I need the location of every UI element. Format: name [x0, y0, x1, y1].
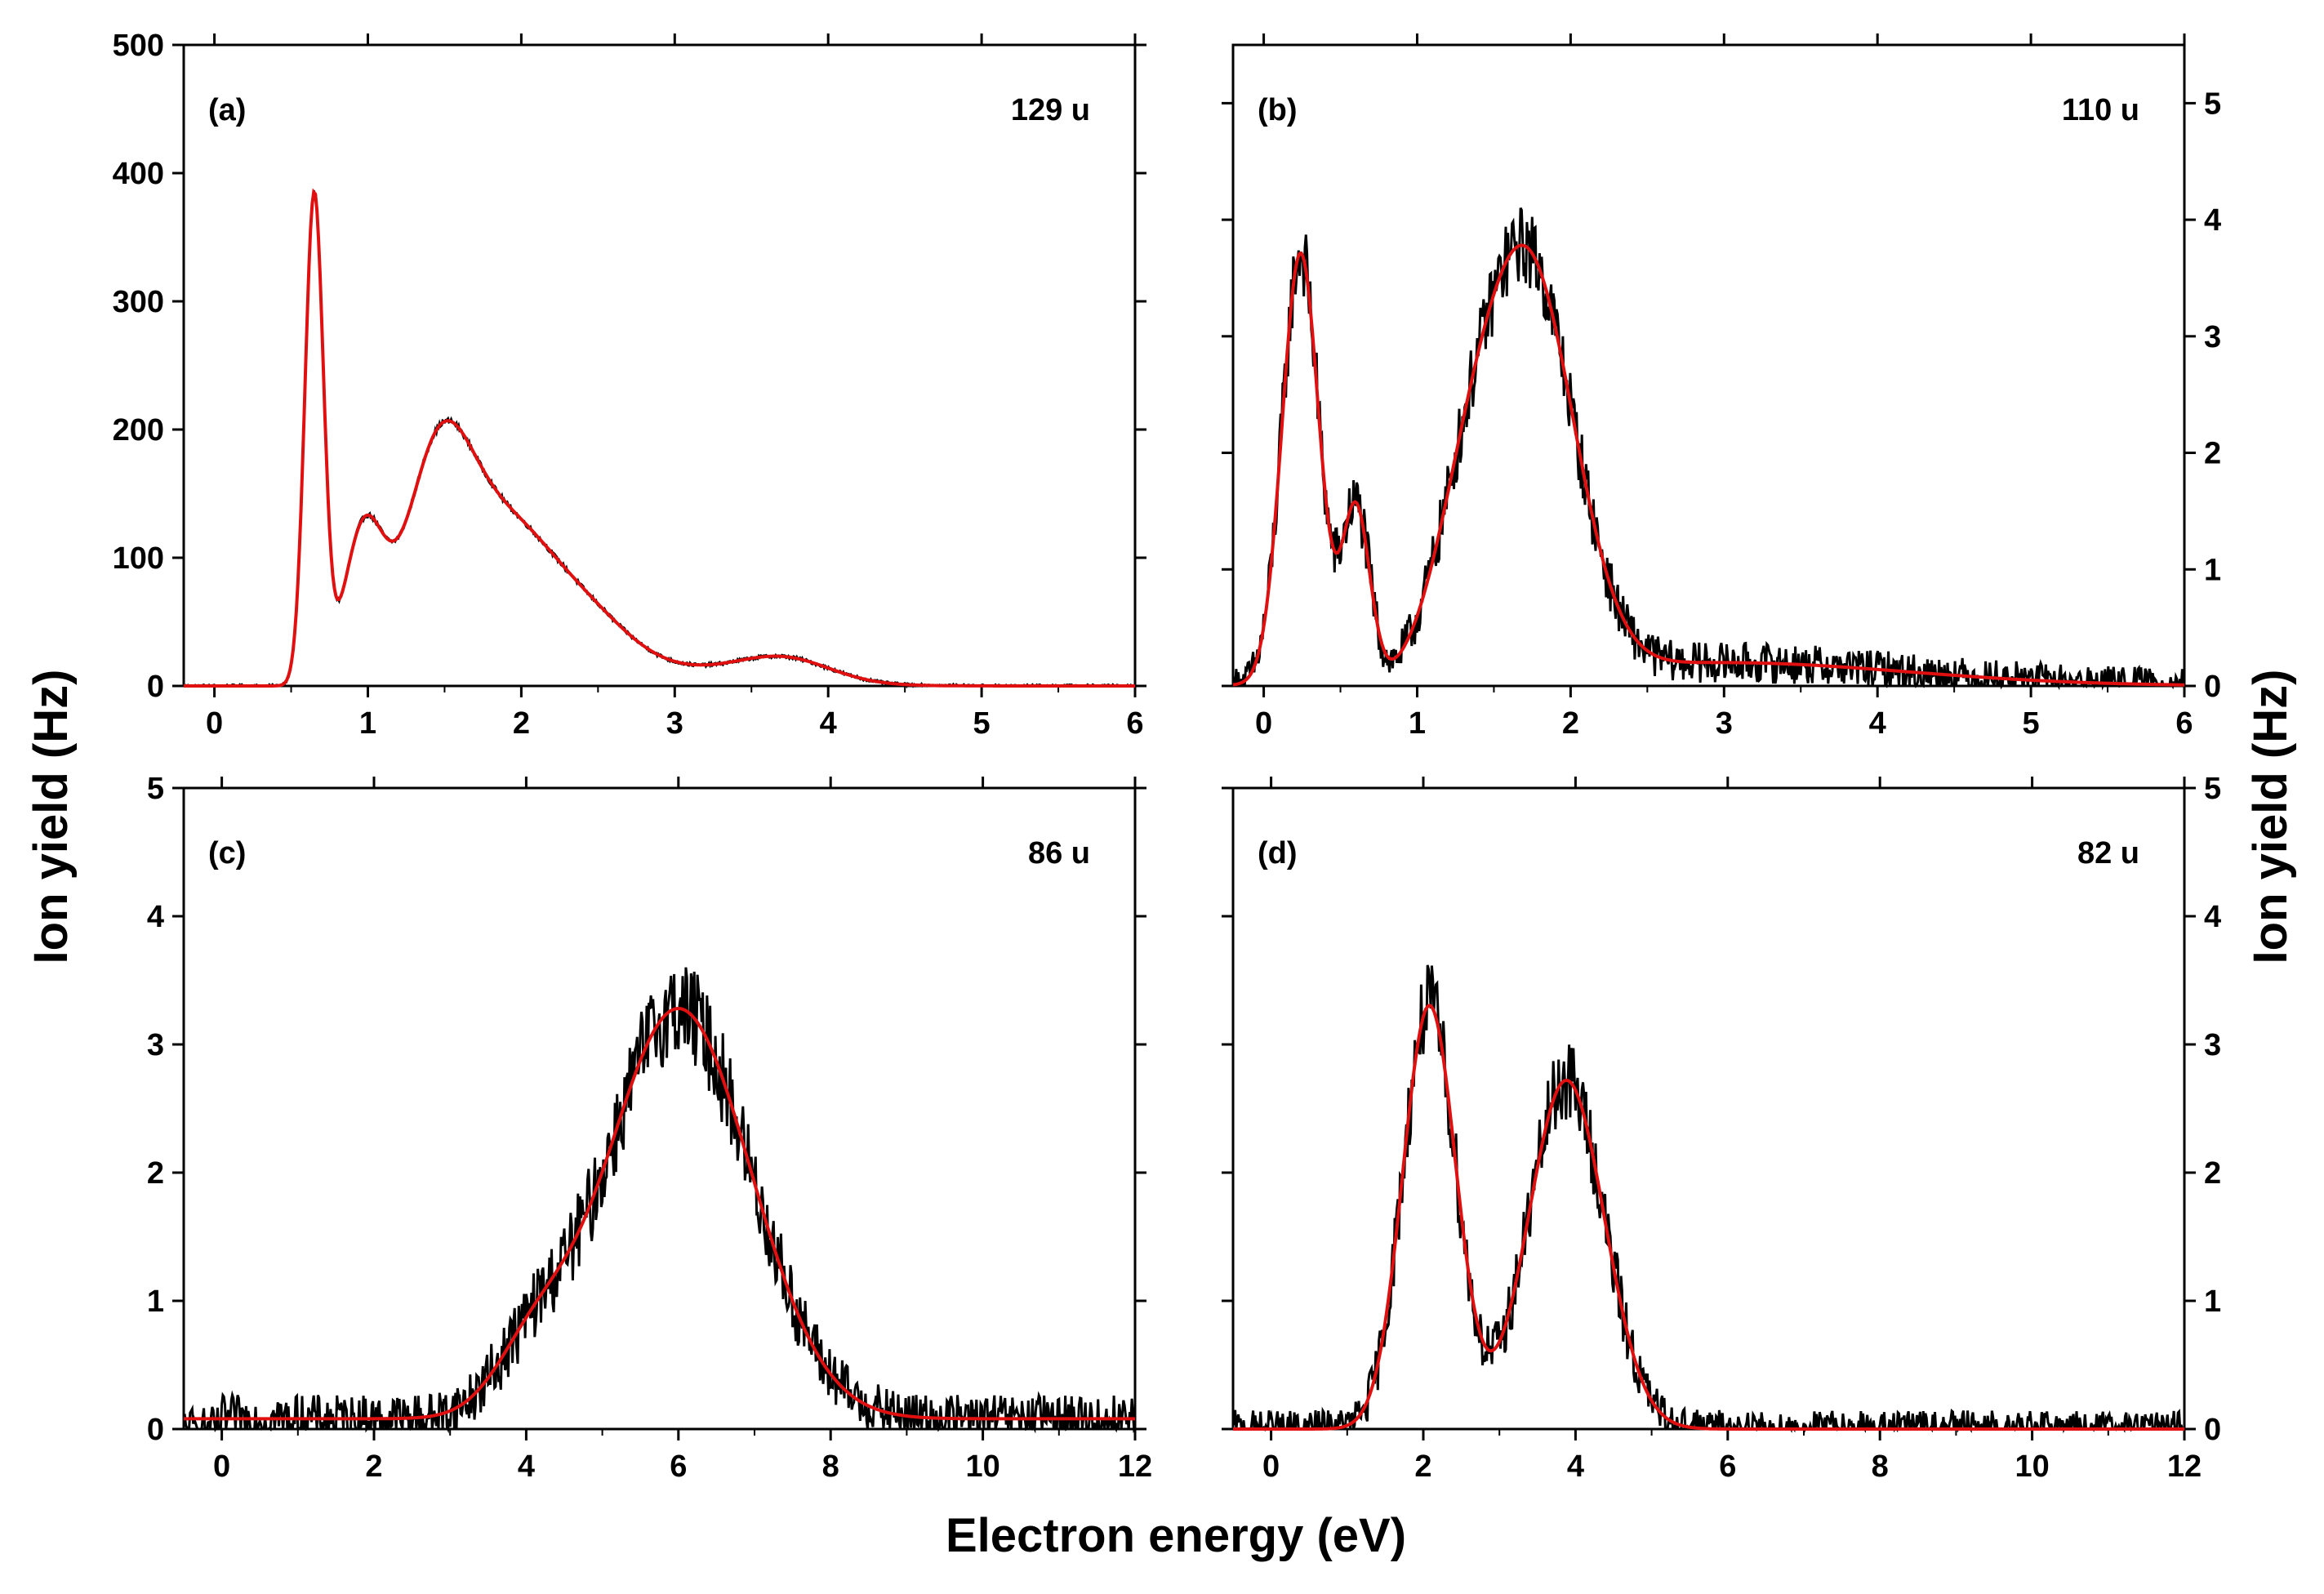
y-tick-label: 3: [147, 1028, 164, 1062]
x-tick-label: 3: [666, 706, 683, 741]
x-tick-label: 5: [973, 706, 991, 741]
mass-label: 129 u: [1011, 93, 1090, 127]
x-tick-label: 4: [820, 706, 837, 741]
y-tick-label: 200: [113, 413, 164, 447]
y-tick-label: 0: [147, 1413, 164, 1447]
y-tick-label: 0: [2204, 1413, 2221, 1447]
x-tick-label: 6: [1719, 1449, 1736, 1484]
y-tick-label: 100: [113, 541, 164, 576]
x-tick-label: 1: [359, 706, 376, 741]
x-tick-label: 1: [1409, 706, 1426, 741]
y-tick-label: 2: [2204, 437, 2221, 471]
x-tick-label: 8: [822, 1449, 839, 1484]
y-tick-label: 2: [2204, 1156, 2221, 1191]
x-tick-label: 4: [1567, 1449, 1584, 1484]
mass-label: 110 u: [2062, 93, 2139, 127]
plot-frame: [182, 43, 1137, 688]
measured-data-line: [1231, 207, 2185, 691]
y-tick-label: 4: [2204, 900, 2221, 934]
fit-curve-line: [184, 1006, 1135, 1421]
x-tick-label: 10: [965, 1449, 999, 1484]
x-tick-label: 6: [670, 1449, 687, 1484]
panel-a: 0 1 2 3 4 5 6 0 100 200 300 400 500 (a) 129 u: [113, 29, 1146, 741]
x-tick-label: 2: [365, 1449, 382, 1484]
x-tick-label: 6: [2175, 706, 2193, 741]
measured-data-line: [183, 967, 1137, 1434]
y-tick-label: 4: [147, 900, 164, 934]
x-tick-label: 4: [1869, 706, 1886, 741]
panel-label: (d): [1258, 836, 1298, 870]
fit-curve-line: [1233, 1004, 2184, 1431]
y-tick-label: 3: [2204, 1028, 2221, 1062]
x-tick-label: 6: [1126, 706, 1143, 741]
x-axis-title: Electron energy (eV): [946, 1509, 1406, 1562]
x-tick-label: 12: [2167, 1449, 2202, 1484]
x-tick-label: 0: [1262, 1449, 1280, 1484]
panel-label: (b): [1258, 93, 1298, 127]
x-tick-label: 2: [513, 706, 530, 741]
fit-curve-line: [1232, 243, 2184, 687]
y-tick-label: 1: [2204, 1285, 2221, 1319]
x-tick-label: 0: [206, 706, 223, 741]
fit-curve-line: [184, 188, 1135, 688]
plot-frame: [1231, 786, 2186, 1431]
x-tick-label: 8: [1872, 1449, 1889, 1484]
x-tick-label: 5: [2023, 706, 2040, 741]
x-tick-label: 0: [213, 1449, 230, 1484]
y-tick-label: 5: [147, 772, 164, 806]
y-tick-label: 0: [2204, 670, 2221, 704]
y-axis-title-left: Ion yield (Hz): [24, 670, 78, 964]
y-tick-label: 4: [2204, 203, 2221, 238]
x-tick-label: 0: [1255, 706, 1272, 741]
y-tick-label: 1: [147, 1285, 164, 1319]
y-tick-label: 2: [147, 1156, 164, 1191]
x-tick-label: 10: [2015, 1449, 2049, 1484]
x-tick-label: 3: [1716, 706, 1733, 741]
y-tick-label: 0: [147, 670, 164, 704]
plot-frame: [182, 786, 1137, 1431]
y-tick-label: 400: [113, 157, 164, 191]
y-axis-title-right: Ion yield (Hz): [2244, 670, 2297, 964]
mass-label: 86 u: [1028, 836, 1090, 870]
x-tick-label: 4: [518, 1449, 535, 1484]
x-tick-label: 12: [1118, 1449, 1152, 1484]
panel-label: (a): [208, 93, 246, 127]
measured-data-line: [1231, 964, 2184, 1434]
mass-label: 82 u: [2077, 836, 2139, 870]
y-tick-label: 300: [113, 285, 164, 319]
x-tick-label: 2: [1414, 1449, 1431, 1484]
y-tick-label: 3: [2204, 320, 2221, 354]
y-tick-label: 1: [2204, 553, 2221, 587]
x-tick-label: 2: [1562, 706, 1579, 741]
panel-label: (c): [208, 836, 246, 870]
y-tick-label: 5: [2204, 87, 2221, 121]
y-tick-label: 5: [2204, 772, 2221, 806]
plot-frame: [1231, 43, 2186, 688]
y-tick-label: 500: [113, 29, 164, 63]
